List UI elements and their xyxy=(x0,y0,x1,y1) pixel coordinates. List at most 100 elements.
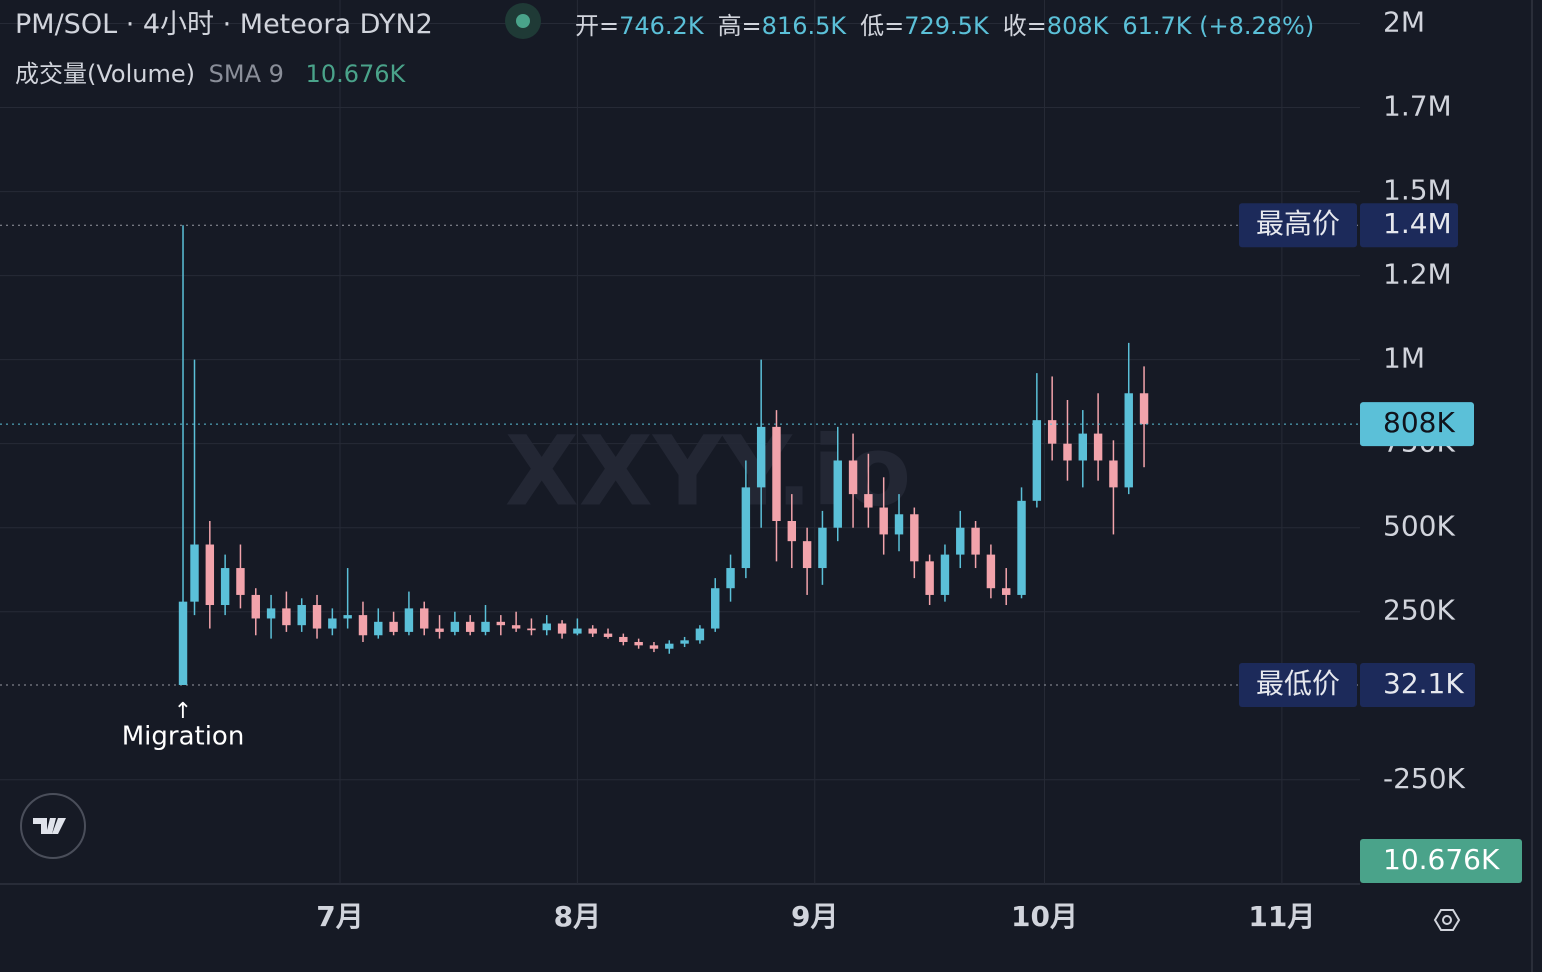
candle-body xyxy=(465,621,475,632)
candle-body xyxy=(971,527,980,555)
annotation-text: Migration xyxy=(122,722,245,752)
candle-body xyxy=(711,588,720,629)
price-value: 32.1K xyxy=(1383,667,1464,700)
candle-body xyxy=(420,608,429,629)
candle-body xyxy=(282,608,291,626)
volume-badge-label: 10.676K xyxy=(1383,843,1500,876)
candle-body xyxy=(481,621,490,632)
y-tick-label: 1.7M xyxy=(1383,90,1452,123)
price-name-box xyxy=(1239,203,1357,248)
candle-body xyxy=(925,561,934,595)
ohlc-label: 收= xyxy=(1002,12,1047,40)
candle-body xyxy=(756,426,766,488)
candle-body xyxy=(986,554,996,589)
x-tick-label: 8月 xyxy=(554,900,601,933)
candle-body xyxy=(297,605,306,626)
volume-badge xyxy=(1360,839,1522,883)
watermark: XXYY.io xyxy=(505,415,912,527)
candle-body xyxy=(1047,420,1057,444)
status-dot xyxy=(505,3,541,39)
candle-body xyxy=(542,623,551,631)
y-tick-label: 1.2M xyxy=(1383,258,1452,291)
candle-body xyxy=(619,636,628,642)
y-tick-label: -250K xyxy=(1383,762,1466,795)
candle-body xyxy=(1017,500,1026,595)
candle-body xyxy=(190,544,199,602)
y-tick-label: 2M xyxy=(1383,6,1425,39)
candle-body xyxy=(435,628,444,632)
x-tick-label: 11月 xyxy=(1248,900,1315,933)
candle-body xyxy=(956,527,965,555)
ohlc-label: 低= xyxy=(860,12,905,40)
change: 61.7K (+8.28%) xyxy=(1122,12,1315,40)
price-name-box xyxy=(1239,662,1357,707)
candle-body xyxy=(848,460,858,495)
price-name: 最高价 xyxy=(1256,207,1340,240)
candle-body xyxy=(588,628,597,634)
candle-body xyxy=(404,608,414,632)
candle-body xyxy=(1002,588,1011,595)
candle-body xyxy=(389,621,398,632)
candle-body xyxy=(557,623,567,634)
candle-body xyxy=(833,460,842,528)
candle-body xyxy=(1032,420,1042,501)
chart-title: PM/SOL · 4小时 · Meteora DYN2 xyxy=(15,9,433,40)
y-tick-label: 500K xyxy=(1383,510,1455,543)
volume-header: 成交量(Volume) SMA 9 10.676K xyxy=(15,54,405,89)
candle-body xyxy=(940,554,950,595)
ohlc-value: 746.2K xyxy=(619,12,704,40)
volume-value: 10.676K xyxy=(305,60,406,88)
candle-body xyxy=(772,426,781,521)
candle-body xyxy=(665,643,674,649)
candle-body xyxy=(312,605,322,629)
candle-body xyxy=(818,527,827,569)
candle-body xyxy=(511,625,521,629)
candle-body xyxy=(220,568,230,606)
settings-icon[interactable] xyxy=(1433,909,1461,931)
last-price-box xyxy=(1360,402,1474,447)
candle-body xyxy=(1078,433,1088,461)
candle-body xyxy=(1139,393,1149,425)
price-name: 最低价 xyxy=(1256,667,1340,700)
candle-body xyxy=(802,541,812,569)
x-tick-label: 7月 xyxy=(316,900,363,933)
tv-logo xyxy=(20,793,86,859)
volume-name: 成交量(Volume) xyxy=(15,60,195,88)
grid xyxy=(0,0,1360,884)
candle-body xyxy=(726,568,735,589)
ohlc-value: 808K xyxy=(1046,12,1109,40)
candle-body xyxy=(266,608,276,619)
candle-body xyxy=(649,645,659,649)
candle-body xyxy=(343,615,352,619)
candle-body xyxy=(879,507,888,535)
candle-body xyxy=(634,641,643,646)
candle-body xyxy=(787,520,797,542)
y-tick-label: 1.5M xyxy=(1383,174,1452,207)
ohlc-value: 729.5K xyxy=(904,12,989,40)
candle-body xyxy=(741,487,751,569)
price-value: 1.4M xyxy=(1383,207,1452,240)
candle-body xyxy=(680,640,689,644)
candle-body xyxy=(1124,393,1133,488)
annotation-arrow: ↑ xyxy=(174,699,192,724)
candle-body xyxy=(603,633,613,637)
candle-body xyxy=(1063,443,1072,461)
y-tick-label: 1M xyxy=(1383,342,1425,375)
candle-body xyxy=(695,628,705,641)
ohlc-value: 816.5K xyxy=(761,12,847,40)
x-tick-label: 9月 xyxy=(791,900,838,933)
candle-body xyxy=(894,514,904,535)
price-value-box xyxy=(1360,203,1458,248)
candle-body xyxy=(374,621,383,636)
candle-body xyxy=(1093,433,1103,461)
x-tick-label: 10月 xyxy=(1011,900,1078,933)
candle-body xyxy=(450,621,460,632)
candle-body xyxy=(358,615,368,636)
candle-body xyxy=(910,514,919,562)
price-value-box xyxy=(1360,662,1475,707)
ohlc-label: 开= xyxy=(575,12,620,40)
ohlc-header: 开=746.2K 高=816.5K 低=729.5K 收=808K 61.7K (+8.… xyxy=(575,6,1314,41)
